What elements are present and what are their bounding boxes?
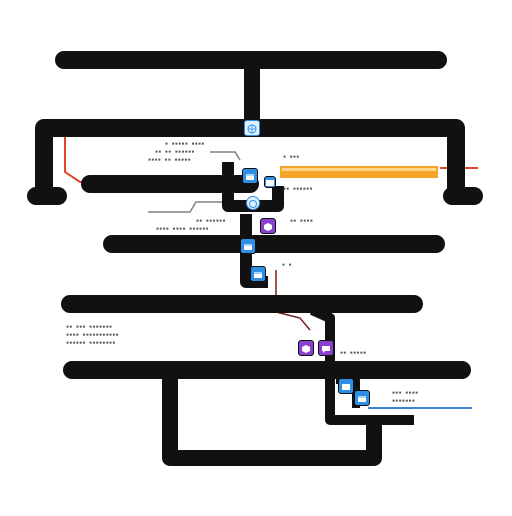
window-node-small[interactable] bbox=[264, 176, 276, 188]
globe-icon bbox=[247, 119, 257, 138]
annotation-texture: ▪▪▪▪ ▪▪▪▪ ▪▪▪▪▪▪ bbox=[156, 226, 209, 232]
annotation-texture: ▪▪ ▪▪▪▪ bbox=[290, 218, 314, 224]
globe-node[interactable] bbox=[244, 120, 260, 136]
window-node-3[interactable] bbox=[250, 266, 266, 282]
window-node-5[interactable] bbox=[354, 390, 370, 406]
annotation-texture: ▪ ▪▪▪ bbox=[283, 154, 300, 160]
hexagon-node-1[interactable] bbox=[260, 218, 276, 234]
window-icon bbox=[341, 377, 351, 396]
hexagon-node-2[interactable] bbox=[298, 340, 314, 356]
annotation-texture: ▪▪▪ ▪▪▪▪ bbox=[392, 390, 419, 396]
annotation-texture: ▪▪▪▪ ▪▪ ▪▪▪▪▪ bbox=[148, 157, 192, 163]
bar-bottom-bracket bbox=[162, 374, 382, 466]
orange-band bbox=[280, 166, 438, 178]
red-connector-line bbox=[64, 135, 110, 183]
annotation-texture: ▪▪ ▪▪▪▪▪▪ bbox=[196, 218, 226, 224]
annotation-texture: ▪▪ ▪▪▪▪▪ bbox=[340, 350, 367, 356]
window-icon bbox=[265, 173, 275, 192]
window-node-1[interactable] bbox=[242, 168, 258, 184]
globe-icon bbox=[248, 194, 258, 213]
chat-node[interactable] bbox=[318, 340, 334, 356]
annotation-texture: ▪▪▪▪ ▪▪▪▪▪▪▪▪▪▪▪ bbox=[66, 332, 119, 338]
annotation-texture: ▪▪ ▪▪▪ ▪▪▪▪▪▪▪ bbox=[66, 324, 113, 330]
orange-band-highlight bbox=[282, 168, 436, 171]
hexagon-icon bbox=[263, 217, 273, 236]
annotation-texture: ▪ ▪ bbox=[282, 262, 292, 268]
annotation-texture: ▪▪▪▪▪▪ ▪▪▪▪▪▪▪▪ bbox=[66, 340, 116, 346]
window-icon bbox=[243, 237, 253, 256]
annotation-texture: ▪▪ ▪▪▪▪▪▪ bbox=[283, 186, 313, 192]
spine-middle bbox=[240, 214, 268, 288]
window-icon bbox=[253, 265, 263, 284]
window-node-4[interactable] bbox=[338, 378, 354, 394]
window-node-2[interactable] bbox=[240, 238, 256, 254]
gray-connector-line-3 bbox=[275, 270, 311, 331]
globe-node-small[interactable] bbox=[246, 196, 260, 210]
gray-connector-line-1 bbox=[148, 201, 240, 213]
window-icon bbox=[245, 167, 255, 186]
gray-connector-line-2 bbox=[210, 151, 241, 161]
annotation-texture: ▪ ▪▪▪▪▪ ▪▪▪▪ bbox=[165, 141, 205, 147]
chat-icon bbox=[321, 339, 331, 358]
annotation-texture: ▪▪▪▪▪▪▪ bbox=[392, 398, 416, 404]
annotation-texture: ▪▪ ▪▪ ▪▪▪▪▪▪ bbox=[155, 149, 195, 155]
window-icon bbox=[357, 389, 367, 408]
hexagon-icon bbox=[301, 339, 311, 358]
spine-lower bbox=[309, 305, 414, 425]
